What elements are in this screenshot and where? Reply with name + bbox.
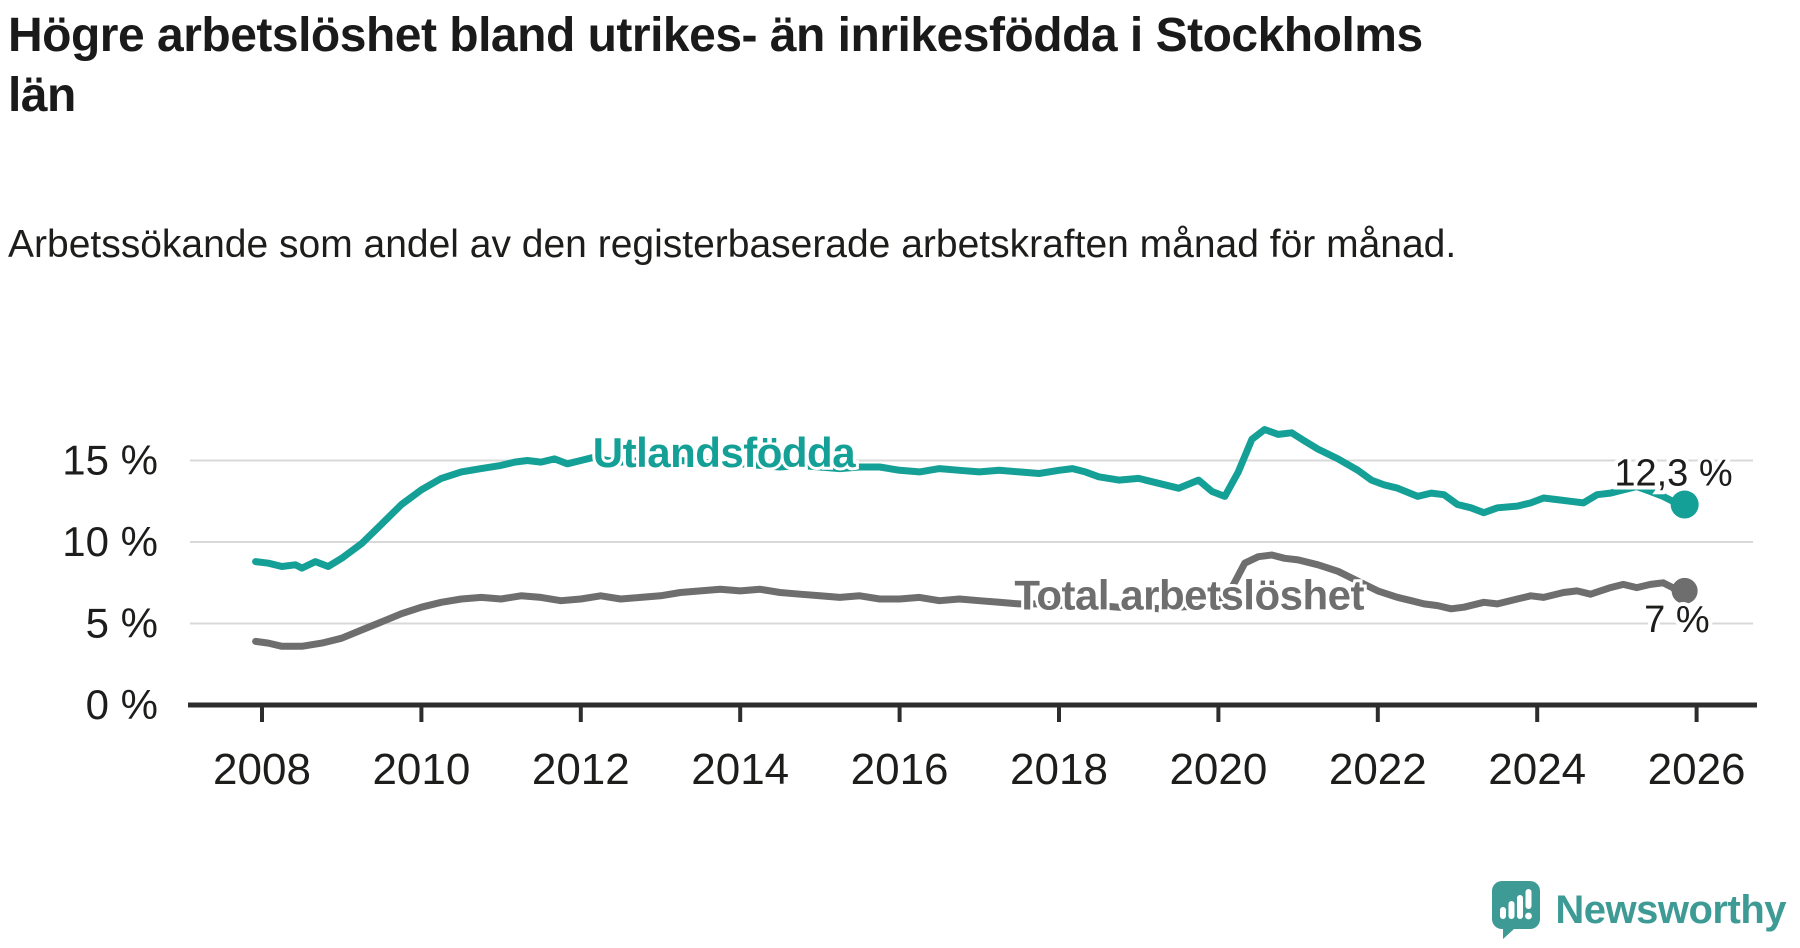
- series-end-value-label: 12,3 %: [1614, 453, 1732, 495]
- x-tick-label: 2016: [851, 745, 949, 794]
- newsworthy-logo: Newsworthy: [1490, 880, 1786, 940]
- y-axis: 0 % 5 % 10 % 15 %: [62, 437, 158, 729]
- x-tick-label: 2024: [1488, 745, 1586, 794]
- x-tick-label: 2026: [1648, 745, 1746, 794]
- x-tick-label: 2014: [691, 745, 789, 794]
- series-utlandsfodda: Utlandsfödda 12,3 %: [252, 426, 1737, 572]
- brand-name: Newsworthy: [1555, 887, 1786, 932]
- x-tick-label: 2008: [213, 745, 311, 794]
- newsworthy-speech-bubble-bar-chart-icon: [1492, 881, 1541, 939]
- page-title: Högre arbetslöshet bland utrikes- än inr…: [8, 9, 1423, 123]
- x-tick-label: 2022: [1329, 745, 1427, 794]
- series-end-value-label: 7 %: [1644, 599, 1709, 641]
- x-tick-label: 2012: [532, 745, 630, 794]
- y-tick-label: 5 %: [86, 600, 158, 647]
- x-axis: 2008 2010 2012 2014 2016 2018 2020 2022 2024 2026: [188, 702, 1757, 794]
- series-end-dot: [1670, 490, 1699, 519]
- series-line: [252, 426, 1689, 572]
- x-tick-label: 2010: [372, 745, 470, 794]
- gridlines: [190, 459, 1753, 625]
- x-tick-label: 2020: [1169, 745, 1267, 794]
- y-tick-label: 15 %: [62, 437, 158, 484]
- series-inline-label: Total arbetslöshet: [1014, 571, 1364, 618]
- y-tick-label: 0 %: [86, 681, 158, 728]
- series-end-dot: [1671, 577, 1698, 604]
- series-line: [252, 551, 1689, 650]
- series-total-arbetsloshet: Total arbetslöshet 7 %: [252, 551, 1714, 650]
- x-tick-label: 2018: [1010, 745, 1108, 794]
- series-inline-label: Utlandsfödda: [593, 429, 856, 476]
- y-tick-label: 10 %: [62, 518, 158, 565]
- chart-subtitle: Arbetssökande som andel av den registerb…: [8, 223, 1457, 266]
